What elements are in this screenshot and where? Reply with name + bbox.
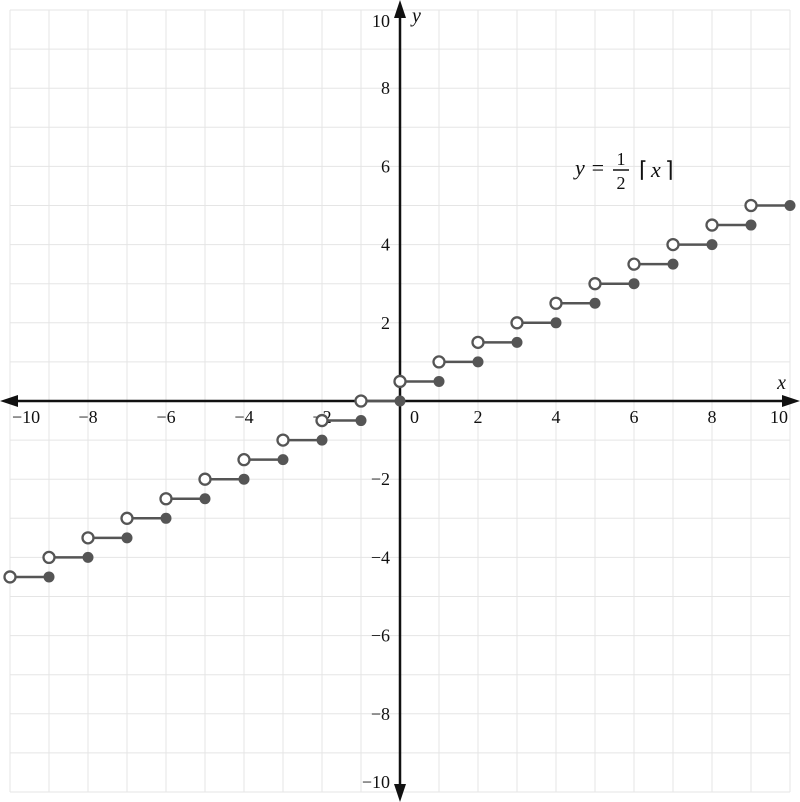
- open-endpoint: [629, 259, 640, 270]
- open-endpoint: [83, 532, 94, 543]
- open-endpoint: [707, 220, 718, 231]
- svg-text:1: 1: [617, 149, 626, 169]
- y-tick-label: −8: [371, 704, 390, 724]
- y-tick-label: −10: [362, 772, 390, 792]
- open-endpoint: [5, 571, 16, 582]
- open-endpoint: [278, 435, 289, 446]
- svg-text:⌈: ⌈: [639, 157, 648, 182]
- svg-text:x: x: [650, 157, 661, 182]
- svg-text:y =: y =: [573, 155, 605, 180]
- open-endpoint: [239, 454, 250, 465]
- closed-endpoint: [161, 513, 172, 524]
- open-endpoint: [473, 337, 484, 348]
- closed-endpoint: [668, 259, 679, 270]
- x-tick-label: −6: [156, 407, 175, 427]
- x-tick-label: 4: [552, 407, 561, 427]
- closed-endpoint: [785, 200, 796, 211]
- closed-endpoint: [473, 356, 484, 367]
- closed-endpoint: [395, 396, 406, 407]
- closed-endpoint: [512, 337, 523, 348]
- closed-endpoint: [434, 376, 445, 387]
- svg-text:2: 2: [617, 173, 626, 193]
- closed-endpoint: [551, 317, 562, 328]
- closed-endpoint: [200, 493, 211, 504]
- x-tick-label: 10: [770, 407, 788, 427]
- open-endpoint: [200, 474, 211, 485]
- closed-endpoint: [83, 552, 94, 563]
- x-axis-label: x: [776, 372, 786, 394]
- x-tick-label: 2: [474, 407, 483, 427]
- open-endpoint: [746, 200, 757, 211]
- y-tick-label: −6: [371, 626, 390, 646]
- x-tick-label: 6: [630, 407, 639, 427]
- y-tick-label: −2: [371, 469, 390, 489]
- y-tick-label: 10: [372, 11, 390, 31]
- closed-endpoint: [278, 454, 289, 465]
- open-endpoint: [356, 396, 367, 407]
- closed-endpoint: [590, 298, 601, 309]
- closed-endpoint: [746, 220, 757, 231]
- x-tick-label: −4: [234, 407, 253, 427]
- chart-container: { "chart": { "type": "step", "width": 80…: [0, 0, 800, 802]
- y-tick-label: 8: [381, 78, 390, 98]
- y-tick-label: −4: [371, 547, 390, 567]
- x-tick-label: −10: [12, 407, 40, 427]
- svg-text:⌉: ⌉: [665, 157, 674, 182]
- x-tick-label: −8: [78, 407, 97, 427]
- open-endpoint: [551, 298, 562, 309]
- open-endpoint: [122, 513, 133, 524]
- open-endpoint: [161, 493, 172, 504]
- open-endpoint: [590, 278, 601, 289]
- closed-endpoint: [44, 571, 55, 582]
- closed-endpoint: [317, 435, 328, 446]
- step-function-plot: −10−8−6−4−20246810−10−8−6−4−2246810xyy =…: [0, 0, 800, 802]
- closed-endpoint: [707, 239, 718, 250]
- closed-endpoint: [629, 278, 640, 289]
- x-tick-label: 0: [410, 407, 419, 427]
- y-tick-label: 2: [381, 313, 390, 333]
- x-tick-label: 8: [708, 407, 717, 427]
- open-endpoint: [434, 356, 445, 367]
- y-axis-label: y: [410, 5, 421, 27]
- open-endpoint: [395, 376, 406, 387]
- closed-endpoint: [122, 532, 133, 543]
- closed-endpoint: [356, 415, 367, 426]
- open-endpoint: [317, 415, 328, 426]
- open-endpoint: [512, 317, 523, 328]
- y-tick-label: 6: [381, 156, 390, 176]
- y-tick-label: 4: [381, 235, 390, 255]
- open-endpoint: [668, 239, 679, 250]
- closed-endpoint: [239, 474, 250, 485]
- open-endpoint: [44, 552, 55, 563]
